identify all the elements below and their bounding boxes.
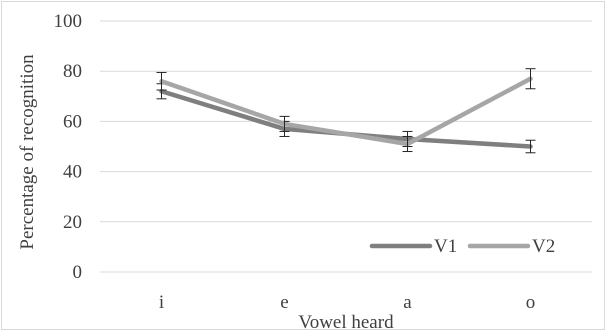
y-tick-label: 100 — [54, 11, 83, 32]
series-lines — [156, 68, 536, 154]
legend-item-V2: V2 — [467, 236, 555, 257]
x-tick-label: a — [403, 292, 412, 313]
error-bar — [525, 139, 536, 154]
x-tick-label: o — [526, 292, 536, 313]
x-axis-title: Vowel heard — [298, 312, 394, 331]
legend: V1 V2 — [369, 236, 555, 257]
y-tick-label: 80 — [63, 61, 82, 82]
error-bar — [525, 68, 536, 90]
y-tick-label: 20 — [63, 212, 82, 233]
gridlines — [100, 20, 592, 273]
legend-label: V1 — [434, 236, 457, 257]
legend-label: V2 — [532, 236, 555, 257]
y-tick-label: 60 — [63, 111, 82, 132]
y-axis-title: Percentage of recognition — [17, 54, 38, 250]
series-V2 — [156, 68, 536, 153]
y-tick-label: 40 — [63, 162, 82, 183]
error-bar — [279, 115, 290, 132]
y-tick-label: 0 — [73, 262, 83, 283]
series-line-V2 — [159, 76, 533, 147]
x-tick-label: i — [159, 292, 164, 313]
y-tick-labels: 0 20 40 60 80 100 — [54, 11, 83, 283]
error-bar — [402, 135, 413, 153]
series-V1 — [156, 83, 536, 154]
line-chart: 0 20 40 60 80 100 i e a o Percentage of recognit… — [17, 11, 592, 333]
error-bar — [156, 71, 167, 91]
legend-item-V1: V1 — [369, 236, 457, 257]
x-tick-label: e — [280, 292, 288, 313]
